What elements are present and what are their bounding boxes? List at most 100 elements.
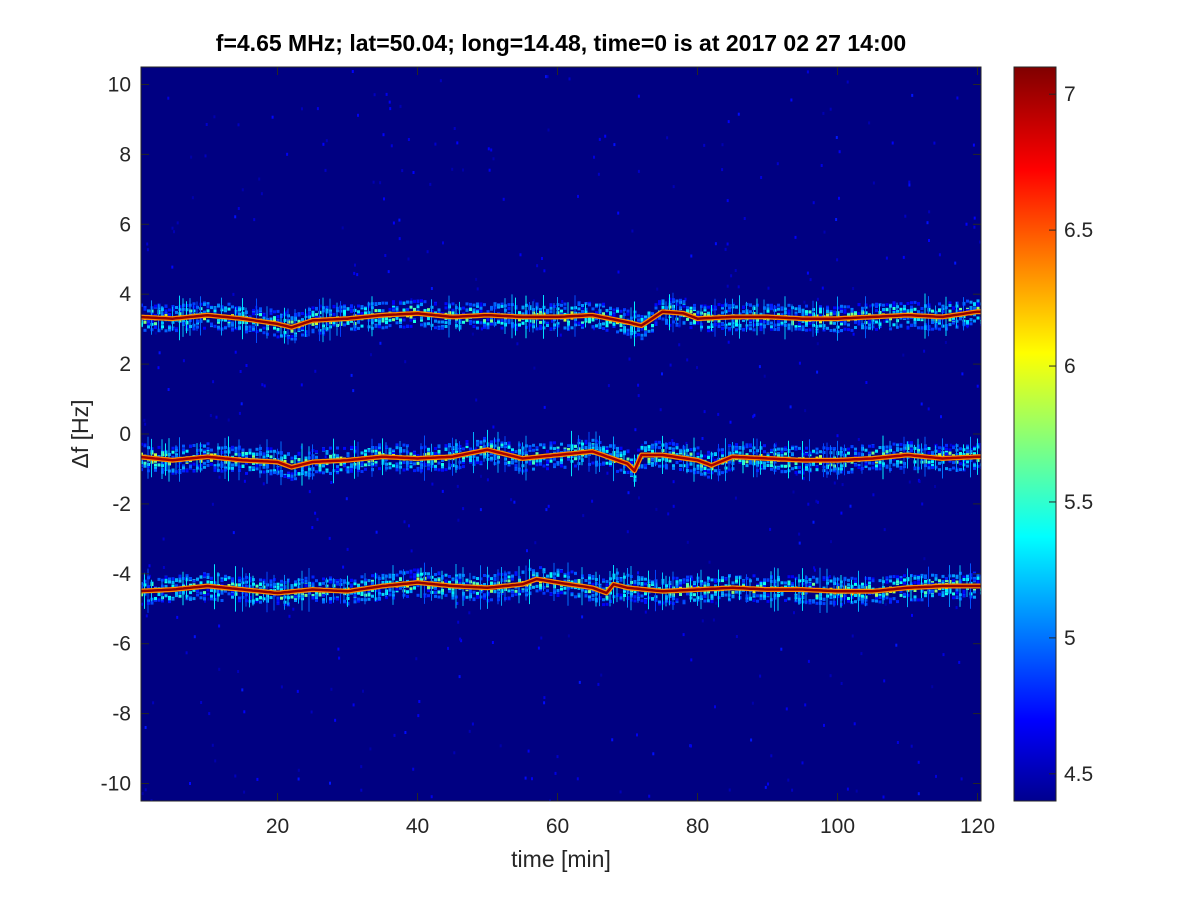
noise-cell — [709, 311, 712, 315]
trace-cell — [777, 303, 780, 307]
trace-cell — [570, 580, 574, 584]
trace-cell — [840, 304, 843, 308]
noise-cell — [387, 270, 390, 274]
trace-cell — [402, 443, 406, 447]
noise-cell — [280, 685, 283, 689]
noise-cell — [606, 471, 609, 475]
trace-cell — [826, 313, 829, 317]
noise-cell — [636, 733, 638, 737]
trace-cell — [409, 590, 413, 594]
trace-cell — [511, 460, 514, 464]
trace-cell — [213, 464, 217, 468]
trace-cell — [857, 303, 861, 307]
trace-cell — [332, 304, 336, 308]
trace-cell — [770, 327, 773, 331]
trace-cell — [231, 582, 234, 586]
trace-cell — [388, 593, 392, 597]
trace-cell — [612, 322, 616, 326]
trace-cell — [490, 456, 493, 460]
trace-cell — [178, 579, 182, 583]
trace-cell — [591, 307, 595, 311]
trace-cell — [416, 461, 420, 465]
trace-cell — [563, 586, 567, 590]
trace-cell — [696, 313, 700, 317]
trace-cell — [619, 468, 623, 472]
trace-cell — [318, 466, 322, 470]
trace-cell — [252, 325, 255, 329]
trace-cell — [546, 321, 549, 325]
trace-cell — [812, 449, 815, 453]
noise-cell — [911, 613, 913, 617]
trace-cell — [511, 448, 514, 452]
trace-cell — [619, 328, 623, 332]
noise-cell — [554, 771, 557, 775]
trace-cell — [714, 469, 717, 473]
noise-cell — [604, 134, 607, 138]
trace-cell — [476, 310, 479, 314]
noise-cell — [286, 310, 289, 314]
trace-cell — [507, 579, 511, 583]
trace-cell — [231, 466, 234, 470]
trace-cell — [231, 305, 234, 309]
noise-cell — [671, 439, 674, 442]
trace-cell — [721, 306, 724, 310]
trace-cell — [549, 457, 553, 461]
trace-cell — [864, 448, 868, 452]
trace-cell — [346, 452, 350, 456]
trace-cell — [378, 309, 381, 313]
trace-cell — [693, 303, 696, 307]
trace-cell — [798, 446, 801, 450]
trace-cell — [514, 459, 518, 463]
trace-cell — [707, 456, 710, 459]
trace-cell — [647, 448, 651, 451]
noise-cell — [296, 689, 299, 693]
trace-cell — [735, 450, 738, 454]
trace-cell — [707, 311, 710, 315]
trace-cell — [549, 574, 553, 578]
trace-cell — [444, 302, 448, 306]
trace-cell — [175, 310, 178, 314]
trace-cell — [192, 579, 196, 583]
trace-cell — [777, 447, 780, 451]
trace-cell — [546, 589, 549, 593]
trace-cell — [406, 307, 409, 311]
trace-cell — [318, 593, 322, 597]
trace-cell — [563, 591, 567, 595]
trace-cell — [350, 463, 353, 467]
noise-cell — [513, 500, 516, 504]
trace-cell — [220, 591, 224, 595]
trace-cell — [413, 586, 416, 590]
trace-cell — [353, 597, 357, 601]
trace-cell — [686, 310, 689, 314]
trace-cell — [535, 446, 539, 450]
trace-cell — [619, 324, 623, 328]
noise-cell — [551, 319, 553, 323]
trace-cell — [759, 325, 763, 329]
trace-cell — [210, 306, 213, 310]
noise-cell — [857, 438, 860, 441]
trace-cell — [262, 316, 266, 319]
trace-cell — [224, 577, 227, 581]
trace-cell — [416, 577, 420, 581]
trace-cell — [945, 452, 948, 456]
noise-cell — [852, 287, 855, 290]
noise-cell — [972, 143, 975, 147]
trace-cell — [371, 588, 374, 592]
trace-cell — [847, 328, 850, 332]
trace-cell — [500, 443, 504, 447]
trace-cell — [322, 581, 325, 585]
trace-cell — [668, 451, 672, 455]
trace-cell — [203, 317, 206, 321]
trace-cell — [703, 467, 707, 470]
noise-cell — [721, 143, 724, 147]
trace-cell — [805, 452, 808, 456]
trace-cell — [570, 306, 574, 310]
trace-cell — [602, 304, 605, 308]
trace-cell — [945, 443, 948, 447]
noise-cell — [430, 795, 433, 799]
noise-cell — [872, 181, 875, 185]
trace-cell — [647, 445, 651, 449]
trace-cell — [206, 460, 210, 463]
trace-cell — [185, 575, 189, 579]
trace-cell — [231, 327, 234, 331]
